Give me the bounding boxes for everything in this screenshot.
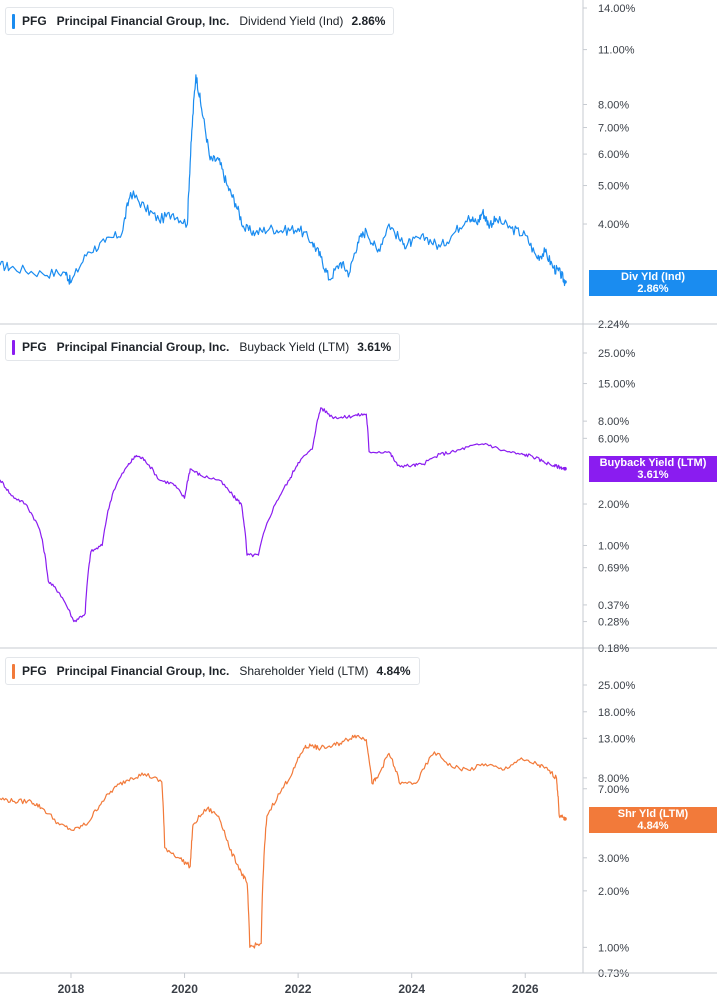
x-tick-label: 2026 [512, 982, 539, 996]
y-tick-label: 0.18% [598, 643, 629, 655]
ticker-label: PFG [22, 664, 47, 678]
y-tick-label: 25.00% [598, 680, 636, 692]
y-tick-label: 8.00% [598, 416, 629, 428]
y-tick-label: 15.00% [598, 379, 636, 391]
buyback-yield-value-tag: Buyback Yield (LTM) 3.61% [589, 456, 717, 482]
tag-value: 4.84% [637, 820, 669, 832]
tag-metric: Buyback Yield (LTM) [599, 457, 707, 469]
tag-value: 2.86% [637, 283, 669, 295]
y-tick-label: 18.00% [598, 707, 636, 719]
current-value: 3.61% [357, 340, 392, 354]
y-tick-label: 6.00% [598, 433, 629, 445]
tag-metric: Div Yld (Ind) [621, 271, 685, 283]
y-tick-label: 8.00% [598, 99, 629, 111]
series-end-point [563, 466, 567, 471]
y-tick-label: 2.00% [598, 499, 629, 511]
metric-label: Dividend Yield (Ind) [239, 14, 344, 28]
shareholder-yield-value-tag: Shr Yld (LTM) 4.84% [589, 807, 717, 833]
series-color-swatch [12, 663, 15, 679]
series-line [0, 734, 566, 949]
dividend-yield-value-tag: Div Yld (Ind) 2.86% [589, 270, 717, 296]
series-color-swatch [12, 13, 15, 29]
x-tick-label: 2024 [398, 982, 425, 996]
shareholder-yield-label: PFG Principal Financial Group, Inc. Shar… [5, 657, 420, 685]
company-label: Principal Financial Group, Inc. [56, 664, 230, 678]
y-tick-label: 7.00% [598, 123, 629, 135]
buyback-yield-label: PFG Principal Financial Group, Inc. Buyb… [5, 333, 401, 361]
y-tick-label: 8.00% [598, 773, 629, 785]
y-tick-label: 0.73% [598, 968, 629, 980]
current-value: 4.84% [376, 664, 411, 678]
y-tick-label: 4.00% [598, 219, 629, 231]
y-tick-label: 1.00% [598, 942, 629, 954]
y-tick-label: 14.00% [598, 3, 636, 15]
y-tick-label: 1.00% [598, 540, 629, 552]
metric-label: Buyback Yield (LTM) [239, 340, 350, 354]
y-tick-label: 2.24% [598, 319, 629, 331]
company-label: Principal Financial Group, Inc. [56, 340, 230, 354]
y-tick-label: 25.00% [598, 348, 636, 360]
tag-value: 3.61% [637, 469, 669, 481]
current-value: 2.86% [351, 14, 386, 28]
series-end-point [563, 280, 567, 284]
y-tick-label: 11.00% [598, 45, 635, 57]
x-tick-label: 2018 [58, 982, 85, 996]
x-tick-label: 2020 [171, 982, 198, 996]
ticker-label: PFG [22, 340, 47, 354]
metric-label: Shareholder Yield (LTM) [239, 664, 369, 678]
x-tick-label: 2022 [285, 982, 312, 996]
y-tick-label: 5.00% [598, 181, 629, 193]
y-tick-label: 13.00% [598, 733, 636, 745]
y-tick-label: 0.69% [598, 563, 629, 575]
y-tick-label: 0.37% [598, 600, 629, 612]
y-tick-label: 0.28% [598, 617, 629, 629]
y-tick-label: 2.00% [598, 886, 629, 898]
company-label: Principal Financial Group, Inc. [56, 14, 230, 28]
series-color-swatch [12, 339, 15, 355]
y-tick-label: 3.00% [598, 853, 629, 865]
series-end-point [563, 817, 567, 821]
ticker-label: PFG [22, 14, 47, 28]
tag-metric: Shr Yld (LTM) [617, 808, 689, 820]
series-line [0, 407, 566, 623]
series-line [0, 74, 566, 287]
y-tick-label: 6.00% [598, 149, 629, 161]
dividend-yield-label: PFG Principal Financial Group, Inc. Divi… [5, 7, 395, 35]
y-tick-label: 7.00% [598, 784, 629, 796]
